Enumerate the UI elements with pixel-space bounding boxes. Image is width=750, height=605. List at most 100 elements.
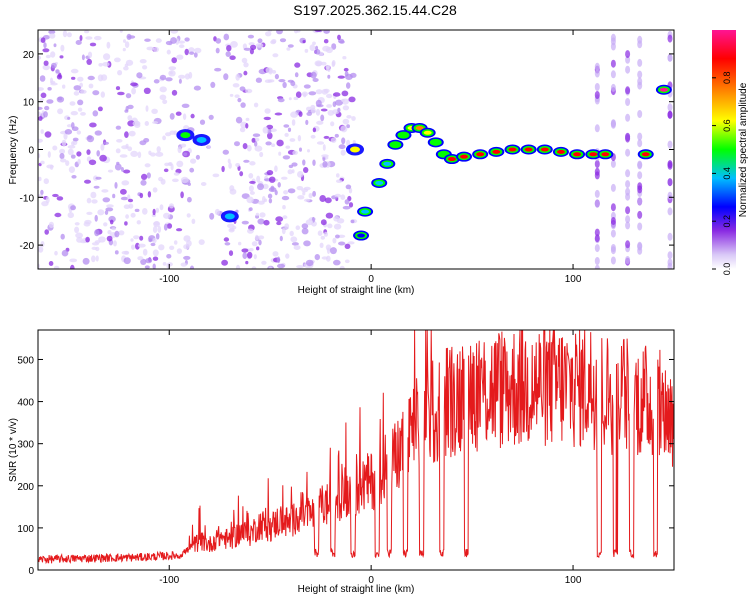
noise-speckle: [86, 212, 92, 215]
noise-speckle: [315, 254, 320, 260]
streak-speckle: [625, 98, 630, 106]
noise-speckle: [46, 99, 53, 104]
noise-speckle: [95, 215, 98, 222]
noise-speckle: [233, 83, 240, 87]
noise-speckle: [174, 172, 180, 175]
noise-speckle: [144, 88, 151, 94]
noise-speckle: [176, 55, 183, 60]
noise-speckle: [178, 146, 182, 153]
noise-speckle: [209, 115, 214, 120]
noise-speckle: [294, 97, 299, 100]
noise-speckle: [242, 221, 249, 225]
y-tick-label: 10: [23, 98, 35, 109]
noise-speckle: [98, 107, 103, 112]
noise-speckle: [156, 208, 160, 213]
streak-speckle: [668, 162, 673, 170]
noise-speckle: [123, 66, 129, 70]
blob-core: [180, 132, 190, 138]
noise-speckle: [139, 140, 146, 145]
spectrogram-marks: [35, 27, 672, 273]
noise-speckle: [333, 101, 337, 107]
noise-speckle: [163, 213, 170, 219]
streak-speckle: [611, 257, 616, 265]
noise-speckle: [162, 100, 167, 105]
noise-speckle: [62, 85, 65, 89]
noise-speckle: [65, 129, 72, 135]
y-tick-label: -10: [20, 193, 35, 204]
streak-speckle: [637, 139, 642, 147]
noise-speckle: [282, 228, 286, 234]
noise-speckle: [67, 32, 72, 37]
noise-speckle: [288, 44, 294, 47]
noise-speckle: [247, 252, 252, 259]
noise-speckle: [257, 219, 264, 225]
streak-speckle: [668, 192, 673, 200]
noise-speckle: [337, 108, 340, 113]
spectrogram-xlabel: Height of straight line (km): [298, 285, 415, 296]
noise-speckle: [95, 240, 101, 243]
noise-speckle: [332, 238, 336, 244]
snr-marks: [38, 330, 674, 563]
noise-speckle: [312, 42, 316, 46]
noise-speckle: [346, 115, 351, 119]
noise-speckle: [147, 172, 151, 178]
noise-speckle: [276, 222, 281, 226]
streak-speckle: [595, 124, 600, 132]
noise-speckle: [344, 68, 349, 72]
noise-speckle: [54, 213, 61, 217]
noise-speckle: [123, 170, 130, 174]
noise-speckle: [114, 231, 119, 238]
y-tick-label: 0: [28, 146, 34, 157]
noise-speckle: [320, 243, 324, 248]
noise-speckle: [58, 97, 62, 101]
noise-speckle: [321, 219, 327, 225]
noise-speckle: [103, 197, 111, 202]
noise-speckle: [140, 193, 144, 198]
noise-speckle: [44, 178, 49, 184]
noise-speckle: [311, 135, 316, 139]
noise-speckle: [98, 63, 102, 67]
noise-speckle: [107, 236, 113, 242]
noise-speckle: [237, 98, 241, 102]
noise-speckle: [37, 139, 43, 143]
noise-speckle: [290, 111, 298, 117]
noise-speckle: [230, 94, 234, 97]
noise-speckle: [302, 192, 305, 196]
noise-speckle: [137, 220, 141, 224]
noise-speckle: [272, 53, 278, 57]
streak-speckle: [637, 185, 642, 193]
noise-speckle: [121, 167, 124, 172]
noise-speckle: [69, 259, 77, 263]
noise-speckle: [148, 151, 151, 155]
noise-speckle: [318, 230, 323, 236]
noise-speckle: [306, 219, 314, 225]
noise-speckle: [326, 213, 333, 219]
noise-speckle: [302, 159, 305, 165]
noise-speckle: [82, 54, 85, 60]
noise-speckle: [304, 187, 311, 191]
noise-speckle: [121, 197, 128, 201]
noise-speckle: [351, 116, 356, 121]
noise-speckle: [186, 240, 192, 247]
noise-speckle: [351, 220, 355, 224]
trace-core: [642, 152, 650, 156]
noise-speckle: [214, 68, 221, 72]
noise-speckle: [153, 209, 156, 215]
trace-point: [456, 152, 472, 162]
noise-speckle: [285, 253, 289, 258]
snr-xlabel: Height of straight line (km): [298, 584, 415, 595]
noise-speckle: [176, 112, 182, 116]
noise-speckle: [94, 186, 100, 189]
noise-speckle: [306, 260, 314, 266]
noise-speckle: [76, 40, 82, 45]
colorbar-tick-label: 0.2: [722, 215, 732, 228]
noise-speckle: [232, 226, 236, 229]
noise-speckle: [278, 98, 285, 102]
streak-speckle: [668, 141, 673, 149]
streak-speckle: [625, 240, 630, 248]
noise-speckle: [89, 84, 94, 89]
noise-speckle: [282, 196, 289, 200]
noise-speckle: [128, 199, 133, 203]
noise-speckle: [183, 153, 187, 156]
noise-speckle: [274, 165, 278, 172]
